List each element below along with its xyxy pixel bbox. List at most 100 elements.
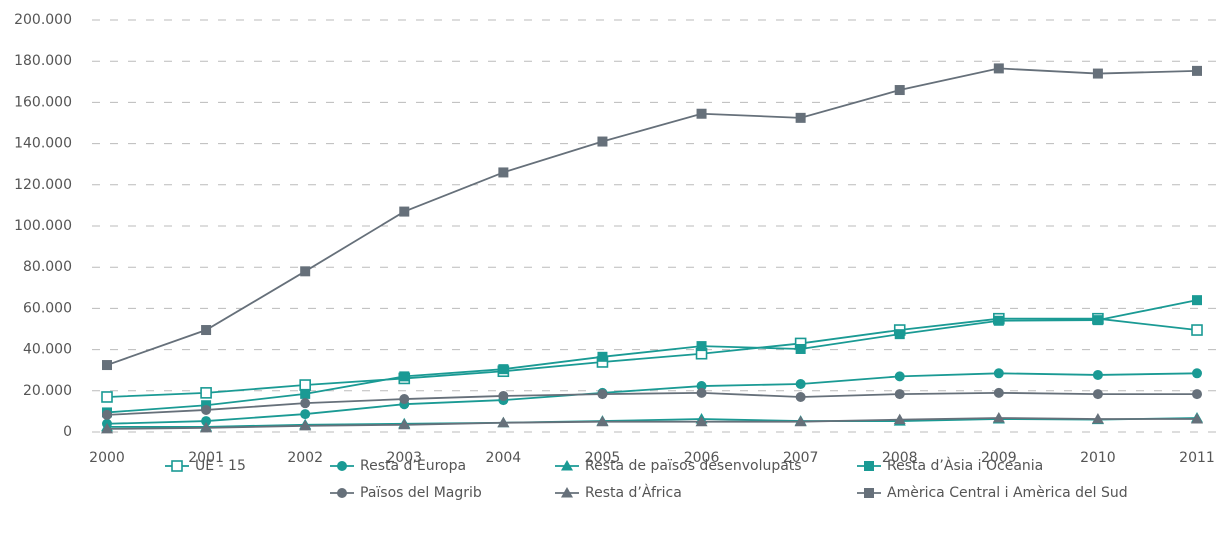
- data-point: [597, 389, 608, 400]
- legend-marker: [561, 487, 573, 498]
- data-point: [399, 206, 410, 217]
- data-point: [894, 329, 905, 340]
- legend-marker: [561, 460, 573, 471]
- legend-marker: [171, 460, 183, 472]
- series-line: [106, 372, 1198, 425]
- data-point: [596, 415, 609, 427]
- x-tick-label: 2006: [684, 450, 720, 466]
- data-point: [399, 371, 410, 382]
- data-point: [1092, 68, 1103, 79]
- y-tick-label: 0: [63, 424, 72, 440]
- data-point: [200, 421, 213, 433]
- legend-marker: [337, 488, 347, 498]
- legend-label: Amèrica Central i Amèrica del Sud: [887, 485, 1128, 501]
- data-point: [498, 167, 509, 178]
- legend-label: Països del Magrib: [360, 485, 482, 501]
- data-point: [300, 398, 311, 409]
- data-point: [1092, 315, 1103, 326]
- data-point: [894, 85, 905, 96]
- data-point: [696, 387, 707, 398]
- data-point: [300, 266, 311, 277]
- x-tick-label: 2011: [1179, 450, 1215, 466]
- legend-label: Resta d’Europa: [360, 458, 466, 474]
- series-line: [106, 417, 1197, 430]
- data-point: [993, 368, 1004, 379]
- x-tick-label: 2002: [287, 450, 323, 466]
- legend-marker: [864, 461, 874, 471]
- y-tick-label: 20.000: [23, 383, 72, 399]
- series-line: [106, 317, 1198, 398]
- x-tick-label: 2001: [188, 450, 224, 466]
- legend-marker: [864, 488, 874, 498]
- data-point: [597, 136, 608, 147]
- data-point: [795, 379, 806, 390]
- data-point: [993, 63, 1004, 74]
- data-point: [696, 108, 707, 119]
- data-point: [894, 389, 905, 400]
- legend-label: Resta d’Àsia i Oceania: [887, 457, 1043, 474]
- data-point: [695, 415, 708, 427]
- data-point: [1192, 295, 1202, 306]
- data-point: [102, 360, 112, 371]
- x-tick-label: 2005: [585, 450, 621, 466]
- data-point: [300, 409, 311, 420]
- series-line: [106, 299, 1198, 414]
- data-point: [101, 391, 113, 403]
- x-tick-label: 2000: [89, 450, 125, 466]
- y-tick-label: 120.000: [14, 177, 72, 193]
- data-point: [1191, 413, 1203, 424]
- data-point: [795, 391, 806, 402]
- data-point: [894, 371, 905, 382]
- data-point: [795, 343, 806, 354]
- data-point: [101, 422, 113, 434]
- y-tick-label: 180.000: [14, 53, 72, 69]
- data-point: [299, 419, 312, 431]
- data-point: [893, 413, 906, 425]
- data-point: [201, 325, 212, 336]
- x-tick-label: 2004: [486, 450, 522, 466]
- y-tick-label: 40.000: [23, 342, 72, 358]
- data-point: [299, 379, 311, 391]
- data-point: [1092, 389, 1103, 400]
- x-tick-label: 2009: [981, 450, 1017, 466]
- data-point: [696, 341, 707, 352]
- data-point: [993, 315, 1004, 326]
- data-point: [992, 411, 1005, 423]
- y-tick-label: 80.000: [23, 259, 72, 275]
- data-point: [200, 387, 212, 399]
- series-line: [107, 417, 1198, 428]
- legend-label: Resta de països desenvolupats: [585, 458, 802, 474]
- data-point: [497, 416, 510, 428]
- data-point: [398, 418, 411, 430]
- x-tick-label: 2008: [882, 450, 918, 466]
- data-point: [399, 394, 410, 405]
- x-tick-label: 2010: [1080, 450, 1116, 466]
- data-point: [201, 404, 212, 415]
- data-point: [597, 351, 608, 362]
- data-point: [1092, 369, 1103, 380]
- y-tick-label: 200.000: [14, 12, 72, 28]
- data-point: [1192, 389, 1202, 400]
- y-tick-label: 140.000: [14, 136, 72, 152]
- data-point: [300, 388, 311, 399]
- legend-label: Resta d’Àfrica: [585, 484, 682, 501]
- series-line: [106, 391, 1197, 416]
- data-point: [795, 112, 806, 123]
- data-point: [1192, 368, 1202, 379]
- data-point: [794, 415, 807, 427]
- y-tick-label: 160.000: [14, 94, 72, 110]
- data-point: [102, 409, 112, 420]
- series-line: [106, 67, 1198, 366]
- y-tick-label: 100.000: [14, 218, 72, 234]
- y-tick-label: 60.000: [23, 300, 72, 316]
- data-point: [993, 387, 1004, 398]
- x-tick-label: 2003: [386, 450, 422, 466]
- data-point: [498, 364, 509, 375]
- data-point: [498, 390, 509, 401]
- x-tick-label: 2007: [783, 450, 819, 466]
- legend-label: UE - 15: [195, 458, 246, 474]
- data-point: [1191, 324, 1203, 336]
- legend-marker: [337, 461, 347, 471]
- data-point: [1192, 65, 1202, 76]
